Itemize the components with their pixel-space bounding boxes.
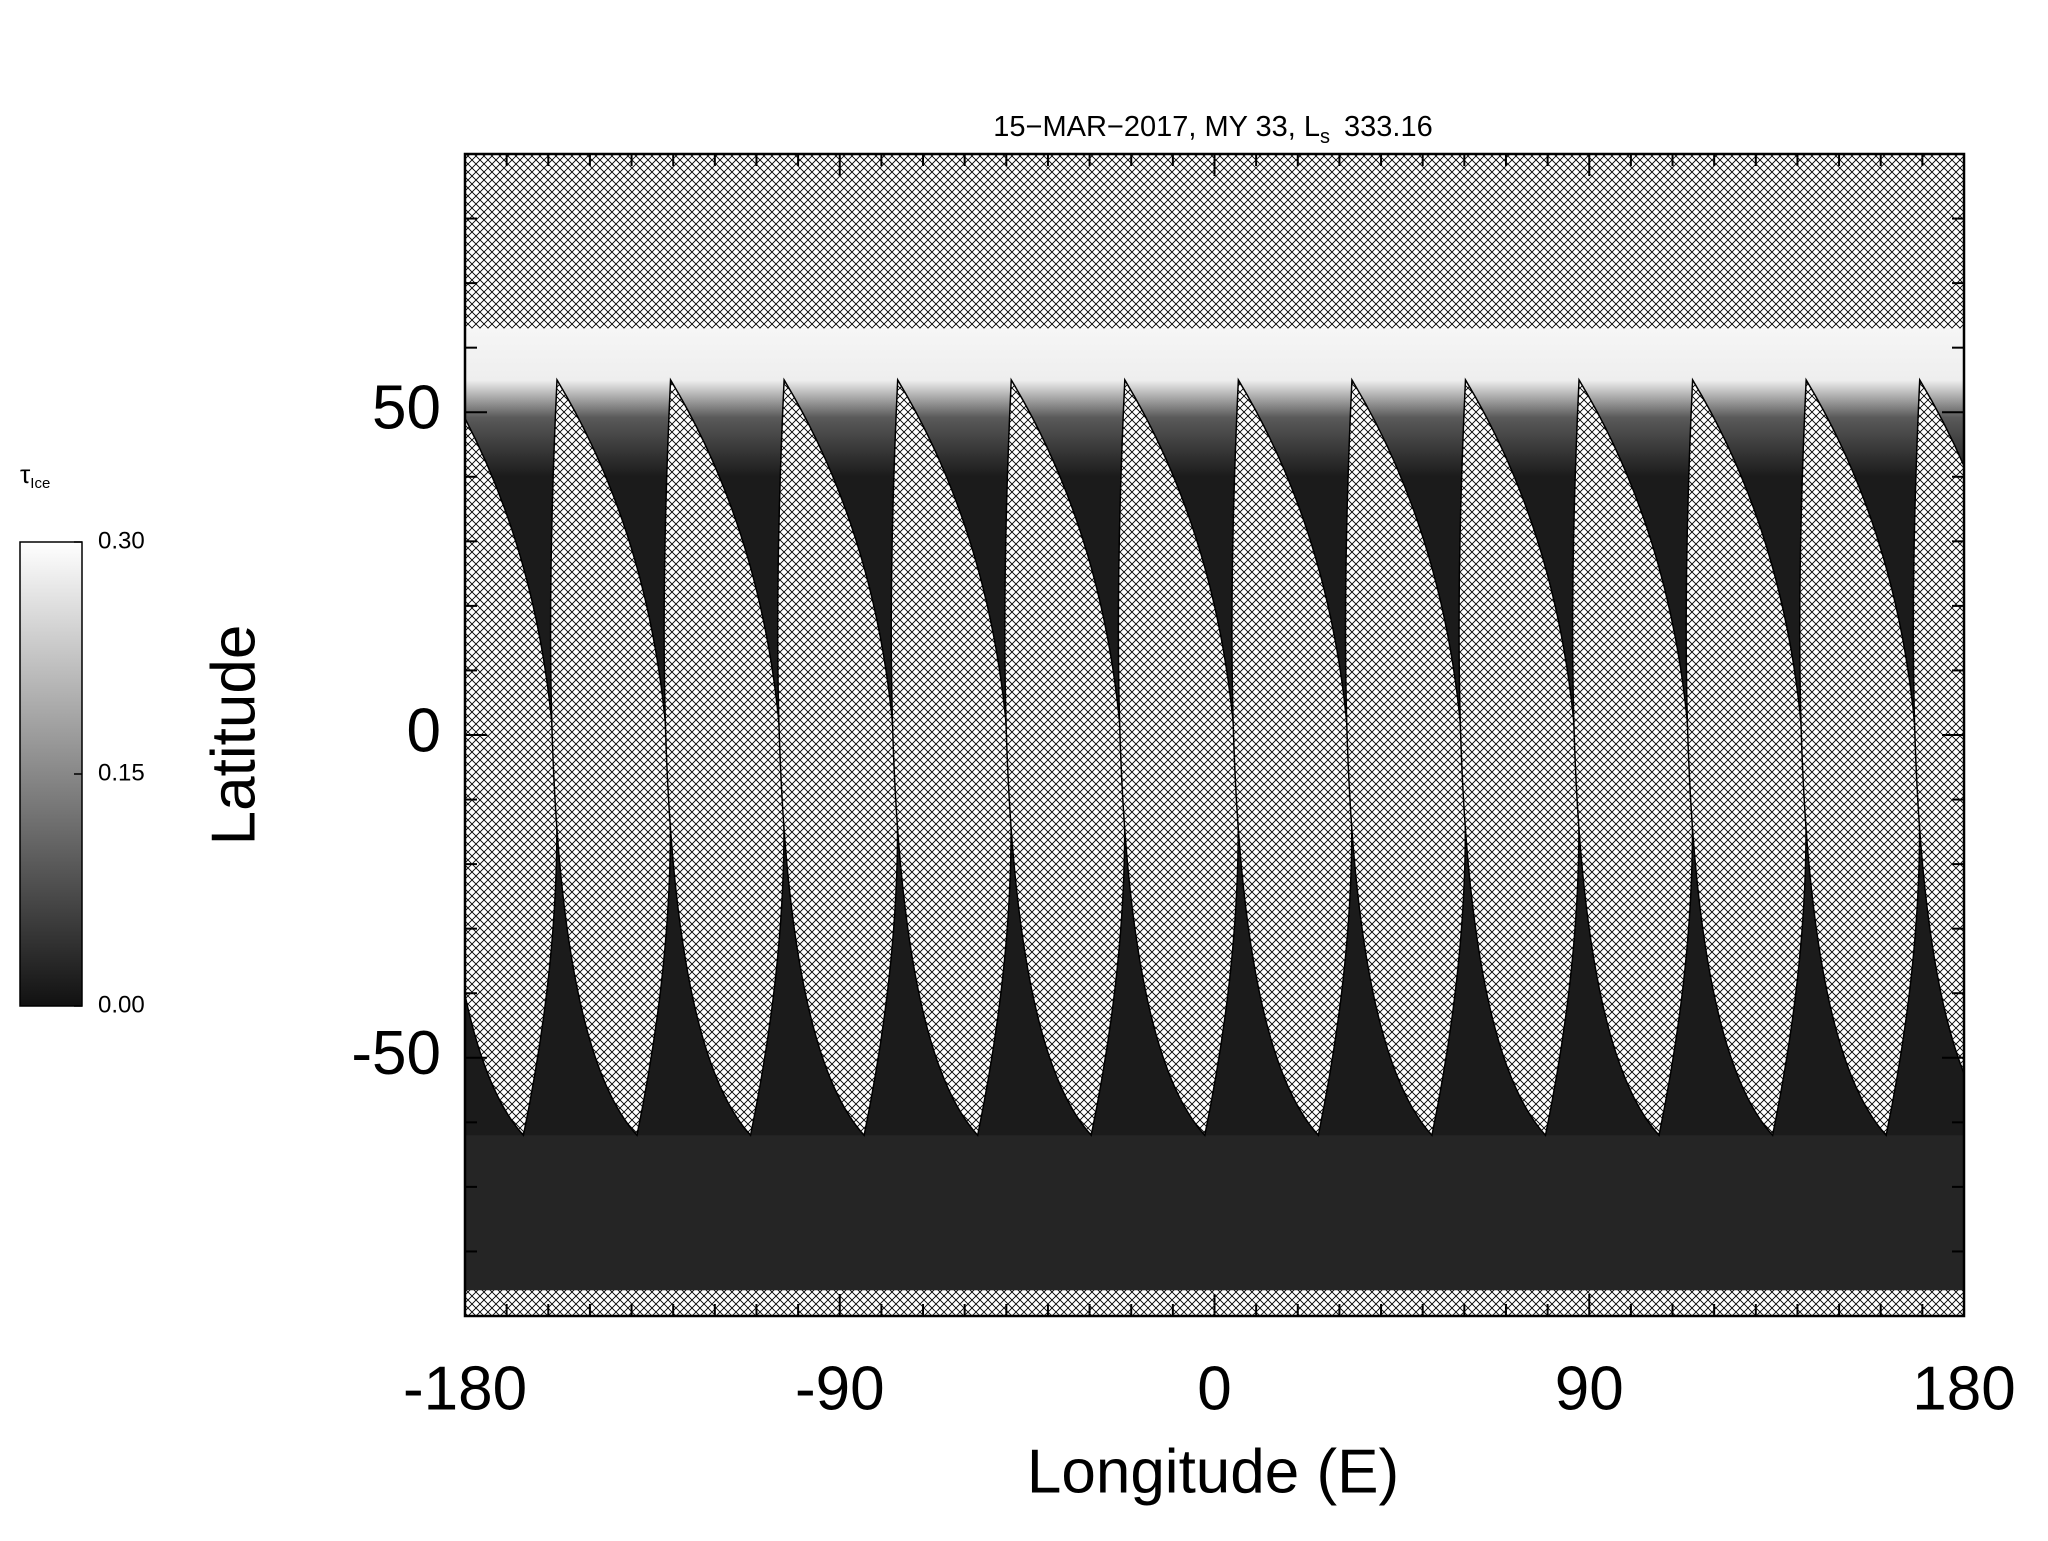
title-text: 15−MAR−2017, MY 33, L [993,111,1320,143]
data-gap [2027,380,2048,1135]
data-gap [1685,377,1807,1137]
chart-title: 15−MAR−2017, MY 33, Ls 333.16 [993,111,1432,149]
colorbar-tick-label: 0.15 [98,759,145,786]
data-gap [1571,377,1694,1137]
title-subscript: s [1320,126,1330,148]
data-gap [1912,377,1964,1076]
data-gap [776,377,899,1137]
data-gap [890,377,1012,1137]
x-tick-label: 180 [1912,1354,2015,1423]
data-gap [1798,377,1921,1137]
data-gap [1004,377,1126,1137]
data-gap [1344,377,1467,1137]
x-tick-label: -180 [403,1354,527,1423]
map-image [465,154,2048,1316]
data-gap [1117,377,1239,1137]
data-gap [549,377,672,1137]
colorbar-label: τIce [20,459,50,492]
y-tick-label: 50 [372,374,441,443]
x-tick-label: -90 [795,1354,885,1423]
colorbar-subscript: Ice [30,475,50,492]
colorbar [19,541,83,1007]
data-gap [1231,377,1353,1137]
data-gap [1458,377,1580,1137]
y-tick-label: 0 [407,696,441,765]
title-suffix: 333.16 [1344,111,1433,143]
colorbar-tick-label: 0.30 [98,527,145,554]
colorbar-symbol: τ [20,459,31,489]
x-axis-title: Longitude (E) [1027,1437,1399,1506]
y-tick-label: -50 [351,1019,441,1088]
data-gap [663,377,785,1137]
y-axis-title: Latitude [199,625,268,846]
x-tick-label: 0 [1197,1354,1231,1423]
colorbar-tick-label: 0.00 [98,991,145,1018]
data-gap [465,416,558,1137]
x-tick-label: 90 [1555,1354,1624,1423]
south-area [465,1135,1964,1291]
